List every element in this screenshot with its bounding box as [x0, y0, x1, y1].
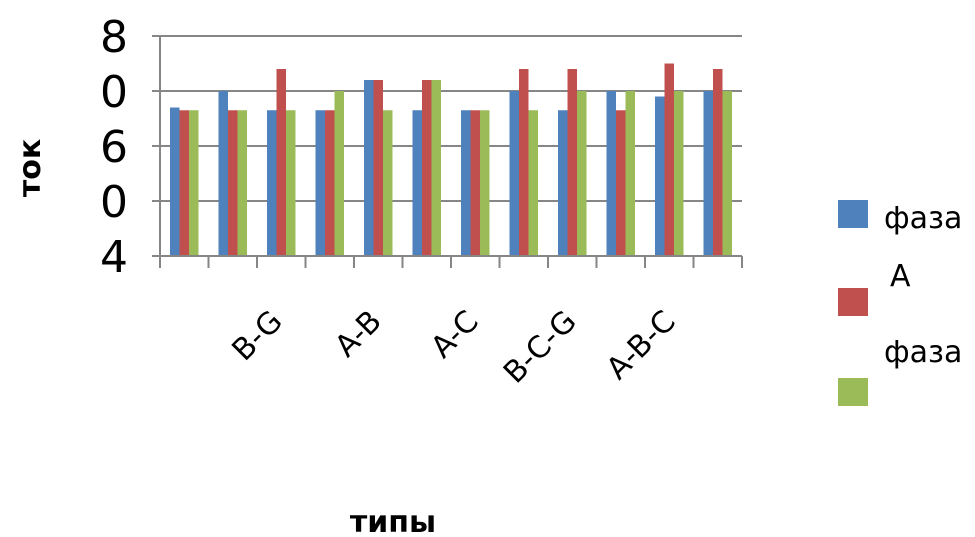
bar	[364, 80, 374, 256]
x-tick-label: B-G	[225, 304, 289, 368]
x-tick-label: B-C-G	[497, 304, 584, 391]
y-tick-label: 6	[100, 122, 128, 173]
bar	[703, 91, 713, 256]
bar	[383, 110, 393, 256]
bar	[664, 63, 674, 256]
bar	[237, 110, 247, 256]
bar	[412, 110, 422, 256]
x-tick-label: A-B-C	[600, 304, 683, 387]
bar	[276, 69, 286, 256]
bar	[625, 91, 635, 256]
bar	[315, 110, 325, 256]
bar	[577, 91, 587, 256]
legend-swatch	[838, 200, 868, 228]
x-tick-label: A-C	[424, 304, 485, 365]
bar	[655, 96, 665, 256]
y-axis-label: ток	[13, 139, 48, 197]
x-tick-label: A-B	[328, 304, 388, 364]
bar	[179, 110, 189, 256]
legend-swatch	[838, 378, 868, 406]
bar	[606, 91, 616, 256]
bar	[674, 91, 684, 256]
bar	[189, 110, 199, 256]
y-tick-label: 8	[100, 12, 128, 63]
bar	[480, 110, 490, 256]
bar	[470, 110, 480, 256]
bar	[616, 110, 626, 256]
y-tick-label: 0	[100, 177, 128, 228]
bar	[218, 91, 228, 256]
legend-swatch	[838, 288, 868, 316]
bar	[228, 110, 238, 256]
bar	[334, 91, 344, 256]
bar	[373, 80, 383, 256]
x-tick-labels: B-G A-B A-C B-C-G A-B-C	[225, 304, 682, 391]
axes	[152, 35, 743, 268]
bar	[509, 91, 519, 256]
bar	[170, 107, 180, 256]
bar	[267, 110, 277, 256]
bar	[325, 110, 335, 256]
x-axis-label: типы	[350, 505, 436, 537]
grid-lines	[160, 35, 742, 257]
bar	[519, 69, 529, 256]
legend-label: A	[890, 259, 911, 294]
bar	[461, 110, 471, 256]
legend-label: фаза	[884, 335, 962, 370]
legend-label: фаза	[884, 201, 962, 236]
bar	[567, 69, 577, 256]
bar	[422, 80, 432, 256]
bar	[431, 80, 441, 256]
y-tick-label: 4	[100, 232, 128, 283]
bars	[170, 63, 732, 256]
y-tick-label: 0	[100, 67, 128, 118]
bar	[528, 110, 538, 256]
bar	[722, 91, 732, 256]
bar	[713, 69, 723, 256]
bar	[558, 110, 568, 256]
bar	[286, 110, 296, 256]
